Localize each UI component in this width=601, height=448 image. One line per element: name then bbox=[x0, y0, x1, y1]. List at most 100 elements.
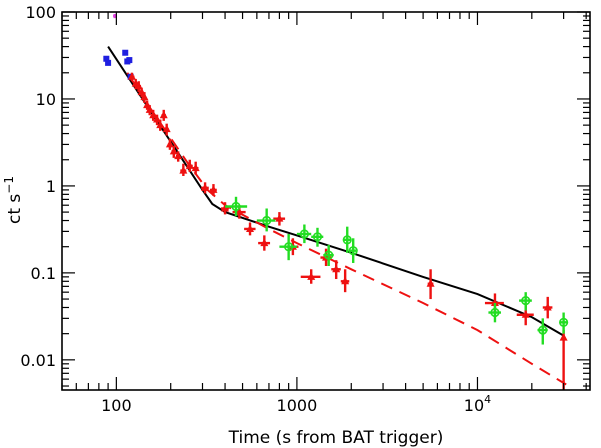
y-axis-title-exponent: −1 bbox=[2, 176, 16, 194]
data-point-circle bbox=[311, 227, 324, 247]
x-axis-title: Time (s from BAT trigger) bbox=[228, 428, 444, 448]
model-curve-solid bbox=[107, 46, 565, 337]
triangle-marker bbox=[235, 207, 244, 216]
data-point-triangle bbox=[426, 269, 435, 300]
data-point-circle bbox=[323, 244, 334, 266]
triangle-marker bbox=[246, 224, 255, 232]
x-tick-label: 104 bbox=[464, 393, 491, 415]
triangle-marker bbox=[159, 110, 168, 119]
data-point-triangle bbox=[149, 109, 158, 121]
data-point-square bbox=[122, 49, 129, 56]
triangle-marker bbox=[341, 276, 350, 285]
circle-marker bbox=[490, 307, 500, 318]
data-point-triangle bbox=[542, 296, 553, 319]
triangle-marker bbox=[149, 110, 158, 119]
triangle-marker bbox=[140, 92, 149, 101]
square-marker bbox=[126, 57, 133, 64]
x-tick-label-base: 1000 bbox=[277, 396, 318, 415]
square-marker bbox=[105, 59, 112, 66]
data-point-triangle bbox=[127, 72, 136, 82]
data-point-dot bbox=[112, 13, 117, 19]
data-point-square bbox=[126, 57, 133, 64]
data-point-triangle bbox=[201, 182, 210, 194]
triangle-marker bbox=[191, 163, 200, 172]
y-tick-label: 0.1 bbox=[31, 264, 56, 283]
data-point-circle bbox=[537, 318, 548, 345]
data-point-triangle bbox=[340, 269, 350, 293]
plot-frame bbox=[61, 11, 591, 391]
data-point-triangle bbox=[191, 161, 200, 175]
triangle-marker bbox=[559, 333, 568, 341]
triangle-marker bbox=[156, 120, 165, 129]
data-point-triangle bbox=[140, 92, 149, 103]
data-point-triangle bbox=[165, 138, 174, 150]
y-tick-label: 1 bbox=[46, 177, 56, 196]
data-point-triangle bbox=[174, 151, 183, 162]
triangle-marker bbox=[209, 185, 218, 193]
circle-marker bbox=[324, 250, 334, 260]
triangle-marker bbox=[169, 146, 178, 155]
circle-marker bbox=[521, 296, 531, 306]
data-point-triangle bbox=[559, 330, 568, 390]
data-point-triangle bbox=[162, 123, 171, 136]
data-point-circle bbox=[296, 224, 312, 244]
data-point-triangle bbox=[331, 260, 341, 280]
data-point-triangle bbox=[209, 184, 218, 196]
data-point-circle bbox=[342, 226, 352, 253]
data-point-triangle bbox=[221, 202, 230, 215]
x-tick-label-exponent: 4 bbox=[484, 393, 491, 406]
y-axis-title: ct s−1 bbox=[2, 176, 25, 224]
y-axis-title-text: ct s bbox=[5, 194, 25, 224]
data-point-triangle bbox=[169, 145, 178, 158]
y-tick-label: 100 bbox=[25, 3, 56, 22]
triangle-marker bbox=[174, 151, 183, 160]
x-tick-label: 100 bbox=[101, 396, 132, 415]
triangle-marker bbox=[543, 302, 552, 311]
y-tick-label: 10 bbox=[36, 90, 56, 109]
data-point-triangle bbox=[156, 119, 165, 131]
square-marker bbox=[103, 55, 110, 62]
circle-marker bbox=[348, 246, 358, 256]
triangle-marker bbox=[153, 115, 162, 123]
data-point-circle bbox=[256, 208, 276, 232]
data-point-circle bbox=[348, 238, 358, 263]
triangle-marker bbox=[179, 166, 188, 174]
triangle-marker bbox=[275, 214, 284, 222]
triangle-marker bbox=[162, 124, 171, 133]
data-point-triangle bbox=[145, 105, 154, 116]
data-point-triangle bbox=[159, 109, 168, 121]
triangle-marker bbox=[134, 81, 143, 90]
data-point-circle bbox=[279, 233, 297, 261]
triangle-marker bbox=[426, 279, 435, 287]
x-tick-label: 1000 bbox=[277, 396, 318, 415]
data-point-circle bbox=[559, 312, 569, 334]
data-point-circle bbox=[225, 196, 248, 217]
data-point-triangle bbox=[273, 212, 286, 226]
data-point-triangle bbox=[258, 235, 271, 251]
triangle-marker bbox=[332, 264, 341, 273]
triangle-marker bbox=[260, 238, 269, 247]
square-marker bbox=[122, 49, 129, 56]
circle-marker bbox=[284, 242, 294, 252]
data-points bbox=[103, 13, 569, 390]
data-point-circle bbox=[488, 303, 502, 323]
triangle-marker bbox=[307, 272, 316, 280]
data-point-triangle bbox=[244, 222, 256, 236]
model-curve-dashed bbox=[126, 72, 567, 386]
circle-marker bbox=[299, 229, 309, 239]
data-point-triangle bbox=[185, 159, 194, 172]
triangle-marker bbox=[490, 298, 499, 307]
triangle-marker bbox=[185, 161, 194, 169]
axis-ticks bbox=[61, 11, 590, 390]
data-point-circle bbox=[519, 292, 532, 311]
x-tick-label-base: 100 bbox=[101, 396, 132, 415]
circle-marker bbox=[262, 215, 272, 226]
circle-marker bbox=[559, 317, 569, 327]
triangle-marker bbox=[521, 310, 530, 318]
circle-marker bbox=[312, 232, 323, 242]
data-point-triangle bbox=[153, 114, 162, 126]
circle-marker bbox=[342, 235, 352, 245]
triangle-marker bbox=[201, 183, 210, 191]
